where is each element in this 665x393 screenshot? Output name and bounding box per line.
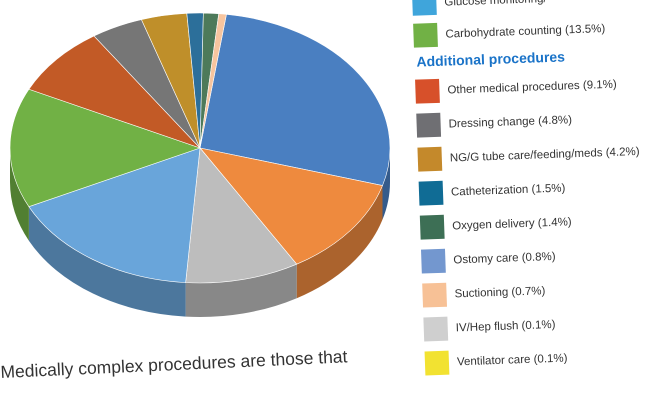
legend-swatch xyxy=(424,350,450,376)
legend-label: Dressing change (4.8%) xyxy=(448,114,573,131)
legend-item-ng-tube: NG/G tube care/feeding/meds (4.2%) xyxy=(417,138,640,174)
legend-item-dressing-change: Dressing change (4.8%) xyxy=(416,106,572,139)
legend-item-catheterization: Catheterization (1.5%) xyxy=(418,174,566,207)
legend-item-oxygen-delivery: Oxygen delivery (1.4%) xyxy=(419,208,572,241)
legend-swatch xyxy=(418,180,444,206)
pie-depth xyxy=(10,148,390,317)
legend: Glucose monitoring/ Carbohydrate countin… xyxy=(404,0,665,392)
legend-item-ventilator-care: Ventilator care (0.1%) xyxy=(424,345,568,378)
pie-slice-1 xyxy=(199,13,391,186)
legend-swatch xyxy=(416,112,442,138)
legend-swatch xyxy=(415,78,440,104)
legend-label: Catheterization (1.5%) xyxy=(450,182,566,199)
legend-label: Carbohydrate counting (13.5%) xyxy=(445,23,606,41)
legend-swatch xyxy=(422,282,448,308)
legend-swatch xyxy=(423,316,449,342)
pie-slice-2 xyxy=(199,147,383,265)
legend-swatch xyxy=(413,22,438,48)
legend-label: Oxygen delivery (1.4%) xyxy=(452,216,572,233)
legend-swatch xyxy=(420,248,446,274)
legend-swatch xyxy=(419,214,445,240)
pie-slice-side xyxy=(28,206,186,317)
pie-slice-side xyxy=(382,148,390,220)
legend-label: Glucose monitoring/ xyxy=(444,0,547,9)
legend-item-iv-hep-flush: IV/Hep flush (0.1%) xyxy=(423,311,556,344)
legend-item-other-medical: Other medical procedures (9.1%) xyxy=(415,71,617,106)
legend-item-carbohydrate: Carbohydrate counting (13.5%) xyxy=(413,15,606,50)
pie-slice-4 xyxy=(28,147,201,283)
legend-item-glucose: Glucose monitoring/ xyxy=(411,0,547,18)
pie-slice-6 xyxy=(28,35,201,149)
legend-swatch xyxy=(411,0,437,16)
pie-slice-11 xyxy=(199,13,227,149)
pie-slice-side xyxy=(10,148,29,241)
legend-label: Suctioning (0.7%) xyxy=(454,285,546,301)
legend-item-suctioning: Suctioning (0.7%) xyxy=(422,277,546,309)
legend-heading: Additional procedures xyxy=(416,48,566,70)
legend-label: Ostomy care (0.8%) xyxy=(453,250,556,267)
pie-slice-side xyxy=(185,264,297,317)
pie-slices xyxy=(9,12,391,284)
legend-label: Other medical procedures (9.1%) xyxy=(447,78,617,97)
legend-item-ostomy-care: Ostomy care (0.8%) xyxy=(420,243,556,276)
pie-slice-side xyxy=(296,185,383,299)
legend-swatch xyxy=(417,146,443,172)
legend-label: Ventilator care (0.1%) xyxy=(456,352,568,369)
pie-slice-3 xyxy=(185,147,298,284)
pie-slice-5 xyxy=(9,88,201,208)
legend-label: NG/G tube care/feeding/meds (4.2%) xyxy=(449,145,640,165)
legend-label: IV/Hep flush (0.1%) xyxy=(455,318,556,335)
